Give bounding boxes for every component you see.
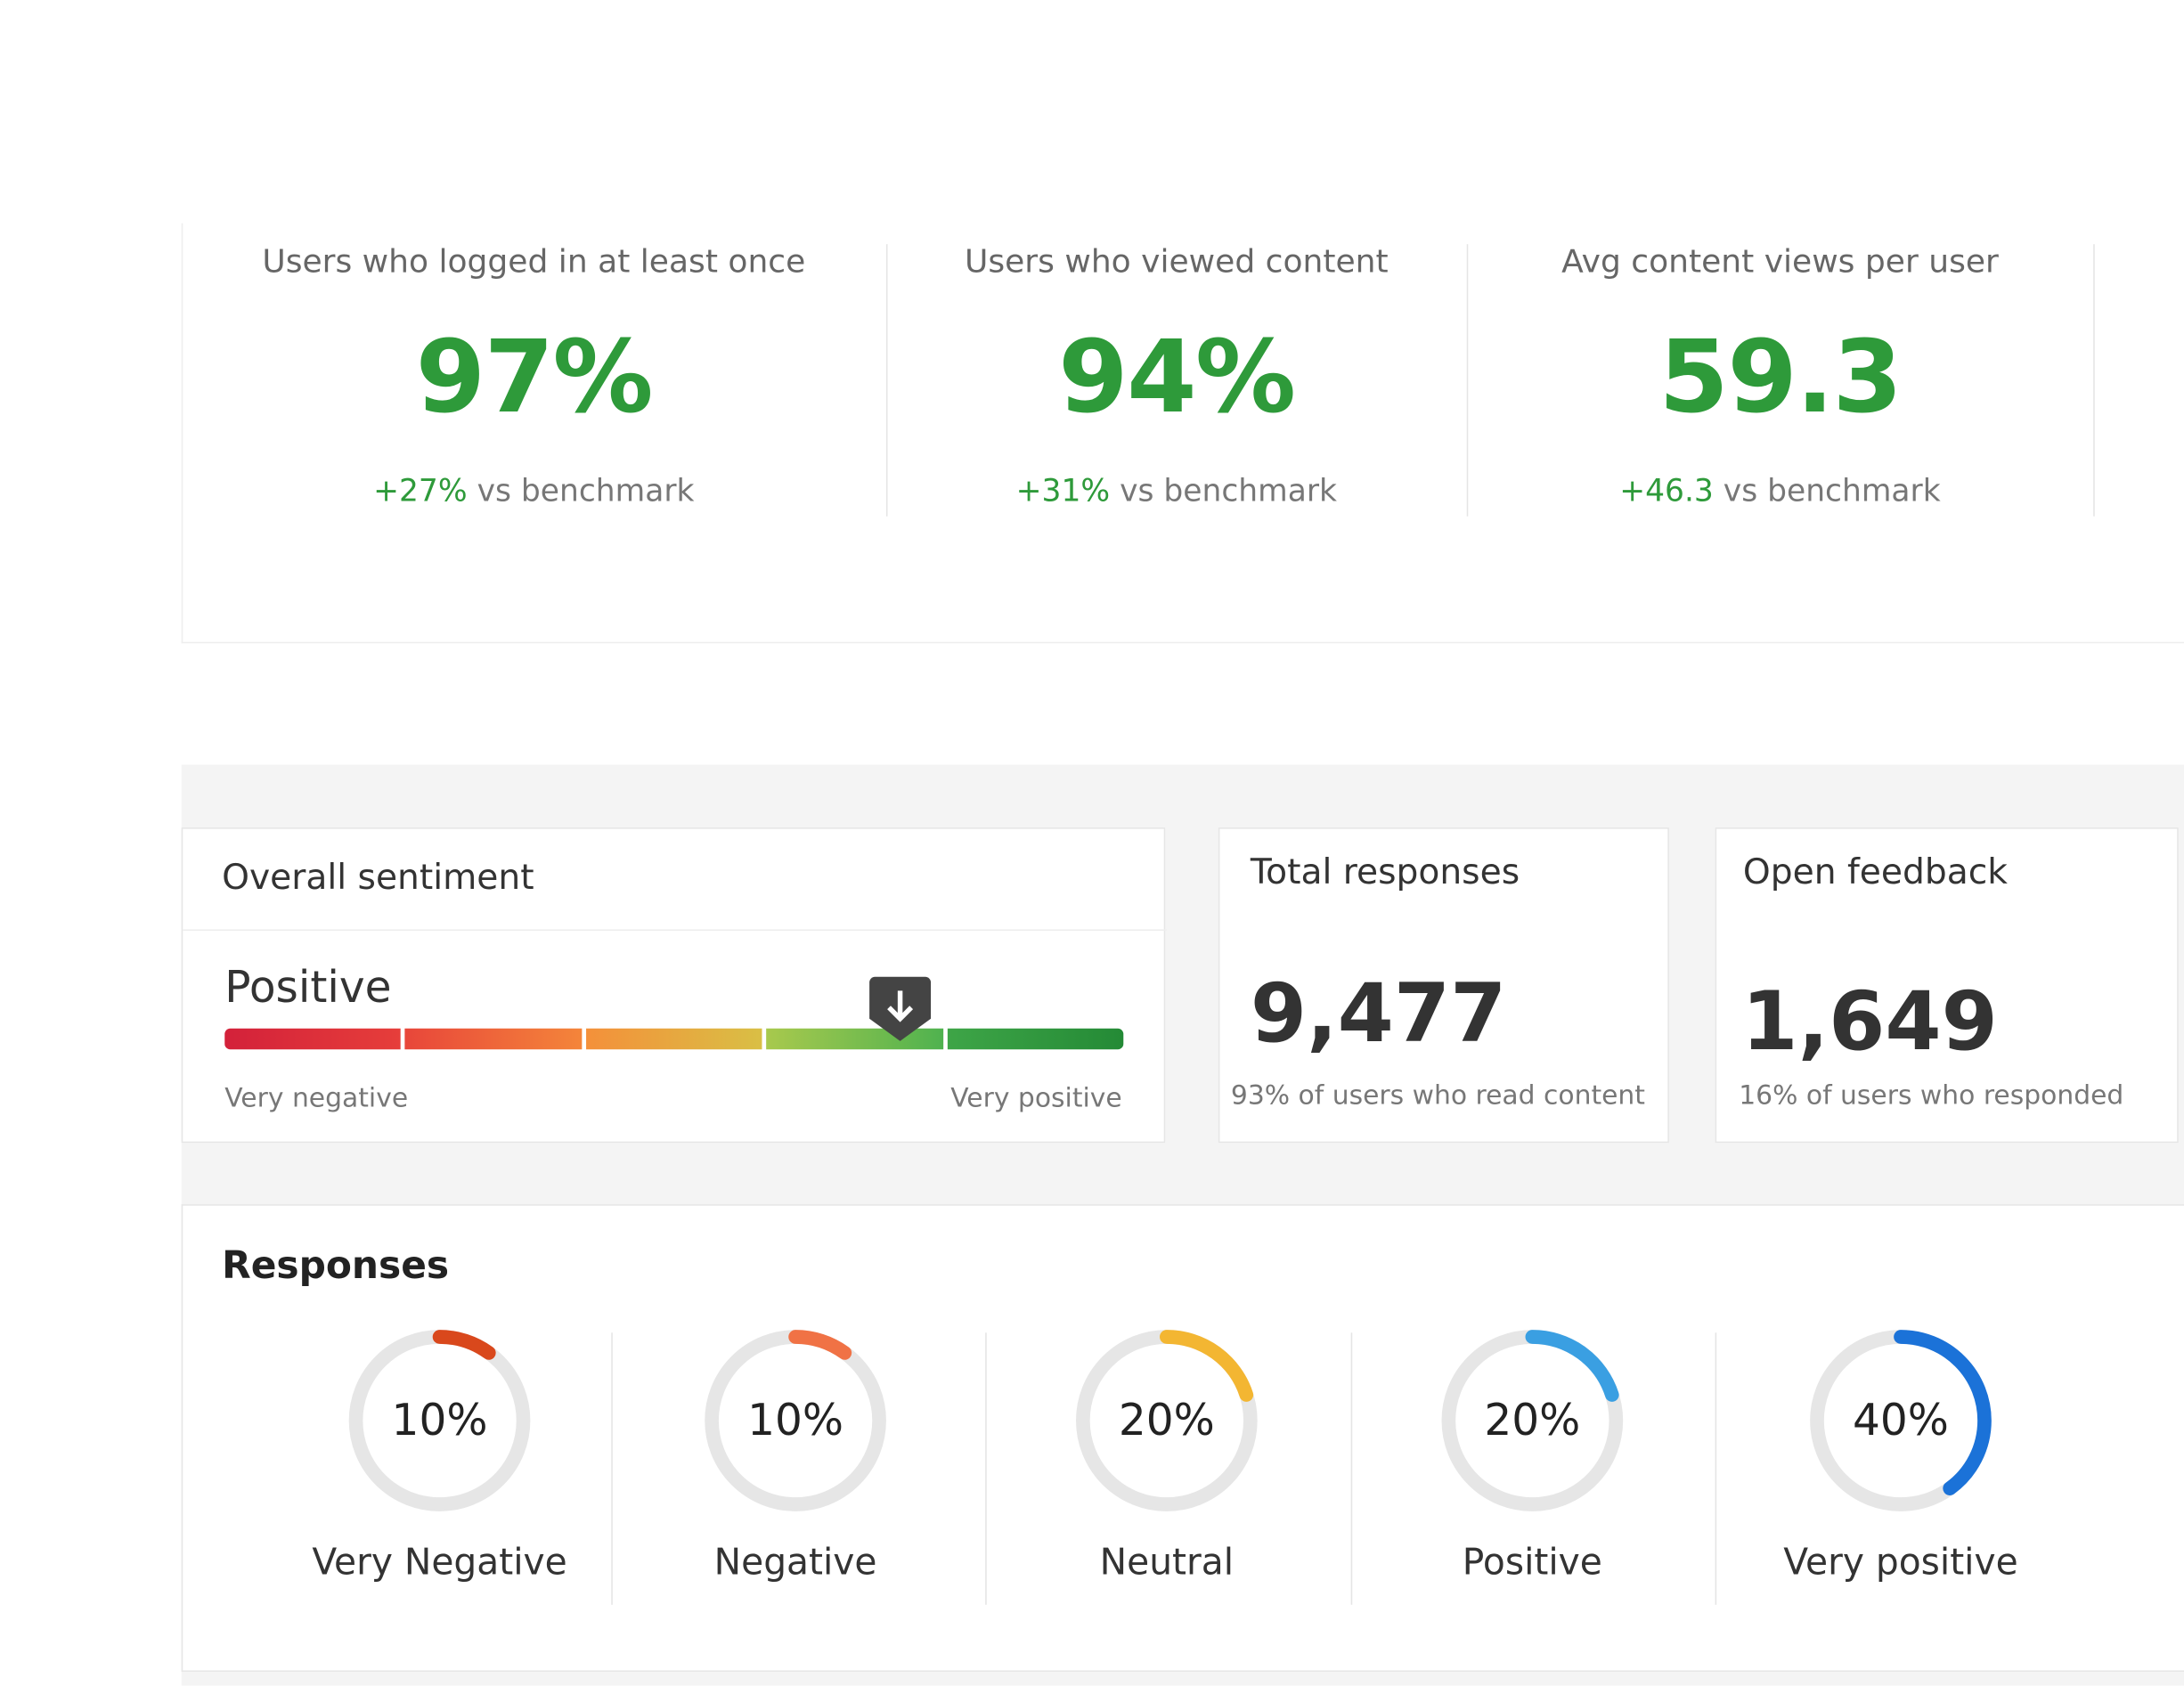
divider: [885, 244, 888, 517]
scale-segment: [585, 1028, 762, 1050]
donut-category: Neutral: [1099, 1542, 1235, 1584]
scale-segment: [224, 1028, 402, 1050]
kpi-delta-value: +27%: [373, 474, 468, 509]
divider: [1350, 1332, 1353, 1605]
donut-label: 10%: [747, 1396, 843, 1446]
donut-category: Very Negative: [312, 1542, 567, 1584]
divider: [611, 1332, 613, 1605]
total-responses-note: 93% of users who read content: [1230, 1079, 1645, 1112]
donut-label: 10%: [392, 1396, 488, 1446]
sentiment-card: Overall sentiment Positive Very negative…: [181, 827, 1167, 1144]
donut-arc: [705, 1330, 886, 1511]
kpi-label: Users who viewed content: [964, 244, 1389, 281]
sentiment-scale: [224, 1028, 1124, 1050]
kpi: Users who logged in at least once 97% +27%…: [182, 237, 886, 516]
open-feedback-note: 16% of users who responded: [1739, 1079, 2124, 1112]
scale-min-label: Very negative: [224, 1082, 409, 1114]
donut-arc: [1076, 1330, 1258, 1511]
scale-segment: [947, 1028, 1124, 1050]
sentiment-marker: [869, 976, 932, 1041]
divider: [1715, 1332, 1717, 1605]
kpi-delta: +46.3 vs benchmark: [1467, 475, 2093, 509]
open-feedback-value: 1,649: [1741, 973, 1998, 1070]
kpi-delta-value: +46.3: [1619, 474, 1714, 509]
total-responses-card: Total responses 9,477 93% of users who r…: [1218, 827, 1669, 1144]
scale-segment: [405, 1028, 583, 1050]
open-feedback-card: Open feedback 1,649 16% of users who res…: [1715, 827, 2179, 1144]
donut-category: Very positive: [1783, 1542, 2018, 1584]
donut: 40%: [1810, 1330, 1992, 1511]
divider: [2093, 244, 2095, 517]
kpi-label: Avg content views per user: [1561, 244, 1999, 281]
donut: 20%: [1441, 1330, 1624, 1511]
donut: 10%: [705, 1330, 886, 1511]
separator: [183, 929, 1167, 932]
kpi: Avg content views per user 59.3 +46.3 vs b…: [1467, 237, 2093, 516]
donut-arc: [1441, 1330, 1624, 1511]
kpi-delta-value: +31%: [1015, 474, 1111, 509]
kpi: Users who viewed content 94% +31% vs bench…: [886, 237, 1467, 516]
donut-label: 20%: [1119, 1396, 1215, 1446]
sentiment-value: Positive: [224, 963, 392, 1014]
kpi-label: Users who logged in at least once: [262, 244, 806, 281]
scale-max-label: Very positive: [950, 1082, 1122, 1114]
card-title: Open feedback: [1742, 851, 2008, 892]
kpi-delta-suffix: vs benchmark: [477, 474, 695, 509]
kpi-delta-suffix: vs benchmark: [1723, 474, 1941, 509]
kpi-delta: +31% vs benchmark: [886, 475, 1467, 509]
donut: 10%: [348, 1330, 531, 1511]
card-title: Total responses: [1250, 851, 1520, 892]
kpi-delta: +27% vs benchmark: [182, 475, 886, 509]
donut-label: 20%: [1484, 1396, 1580, 1446]
donut: 20%: [1076, 1330, 1258, 1511]
kpi-value: 59.3: [1658, 318, 1903, 436]
kpi-value: 97%: [415, 318, 654, 436]
donut-arc: [348, 1330, 531, 1511]
donut-category: Positive: [1462, 1542, 1602, 1584]
divider: [1466, 244, 1469, 517]
card-title: Responses: [222, 1244, 450, 1289]
kpi-value: 94%: [1058, 318, 1296, 436]
kpi-panel: [181, 223, 2184, 644]
card-title: Overall sentiment: [222, 857, 534, 898]
donut-category: Negative: [713, 1542, 877, 1584]
donut-arc: [1810, 1330, 1992, 1511]
kpi-delta-suffix: vs benchmark: [1120, 474, 1337, 509]
total-responses-value: 9,477: [1250, 965, 1507, 1061]
donut-label: 40%: [1853, 1396, 1949, 1446]
divider: [985, 1332, 987, 1605]
